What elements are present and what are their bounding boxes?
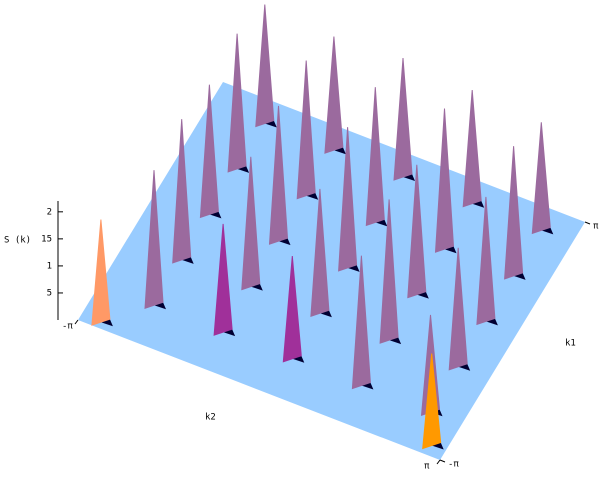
x-tick-label: π bbox=[593, 222, 599, 232]
spike bbox=[310, 188, 330, 318]
spike-shadow bbox=[416, 291, 429, 299]
spike-shadow bbox=[444, 246, 457, 254]
spike bbox=[462, 90, 482, 208]
spike-shadow bbox=[472, 200, 485, 208]
spike bbox=[531, 122, 551, 235]
x-tick bbox=[439, 459, 446, 463]
spike bbox=[255, 4, 275, 128]
spike-shadow bbox=[389, 337, 402, 345]
y-axis-label: k2 bbox=[205, 413, 216, 423]
spike bbox=[365, 87, 385, 227]
spike-shadow bbox=[264, 120, 277, 128]
spike bbox=[407, 164, 427, 299]
spike-shadow bbox=[458, 363, 471, 371]
spike bbox=[91, 219, 111, 326]
spike bbox=[351, 255, 371, 390]
spike-shadow bbox=[403, 174, 415, 181]
spike-shadow bbox=[513, 272, 526, 280]
spike bbox=[199, 84, 219, 219]
spike-shadow bbox=[333, 147, 346, 155]
spike bbox=[227, 33, 247, 173]
spike-shadow bbox=[541, 227, 554, 235]
spike bbox=[241, 156, 261, 291]
spike-shadow bbox=[431, 442, 444, 450]
y-tick bbox=[74, 319, 79, 325]
x-tick-label: -π bbox=[448, 460, 459, 470]
y-tick-label: π bbox=[424, 462, 430, 472]
z-tick-label: 2 bbox=[47, 207, 52, 217]
z-tick-label: 15 bbox=[41, 234, 52, 244]
spike-shadow bbox=[306, 192, 319, 200]
x-axis-label: k1 bbox=[565, 339, 576, 349]
y-tick bbox=[436, 459, 441, 465]
spike-shadow bbox=[100, 319, 113, 327]
spike bbox=[268, 105, 289, 245]
spike bbox=[144, 170, 164, 310]
spike bbox=[296, 60, 316, 200]
spike-shadow bbox=[278, 238, 291, 246]
spike bbox=[282, 255, 302, 363]
spike-shadow bbox=[181, 256, 194, 264]
spike bbox=[172, 119, 192, 264]
z-axis-label: S (k) bbox=[4, 236, 31, 246]
spike bbox=[379, 199, 399, 344]
y-tick-label: -π bbox=[62, 322, 73, 332]
z-tick-label: 5 bbox=[47, 288, 52, 298]
spike bbox=[448, 247, 468, 371]
x-tick bbox=[584, 221, 591, 225]
spike-shadow bbox=[361, 382, 374, 390]
spike-shadow bbox=[347, 264, 360, 272]
spike-shadow bbox=[250, 283, 263, 291]
spike bbox=[504, 146, 524, 280]
spike-shadow bbox=[319, 310, 332, 318]
spike bbox=[422, 353, 442, 450]
spike bbox=[338, 127, 358, 272]
spike-shadow bbox=[375, 219, 388, 227]
spike-shadow bbox=[292, 355, 305, 363]
spike bbox=[434, 108, 455, 253]
spike-shadow bbox=[154, 302, 166, 310]
spike-shadow bbox=[209, 211, 222, 219]
spike bbox=[393, 57, 413, 181]
spike-shadow bbox=[237, 165, 250, 173]
z-tick-label: 1 bbox=[47, 261, 52, 271]
spike bbox=[324, 36, 344, 154]
spike-shadow bbox=[223, 329, 236, 337]
spike bbox=[476, 196, 496, 326]
spike bbox=[213, 223, 233, 336]
spike-shadow bbox=[485, 318, 498, 326]
